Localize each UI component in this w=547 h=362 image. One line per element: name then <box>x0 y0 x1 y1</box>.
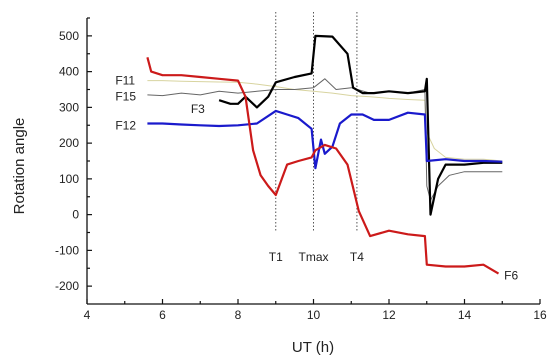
series-line-f12 <box>147 109 503 170</box>
y-tick-label: 400 <box>59 65 79 79</box>
y-tick-label: -100 <box>55 243 79 257</box>
series-label-f12: F12 <box>115 118 136 132</box>
x-axis-title: UT (h) <box>292 339 334 356</box>
x-tick-label: 6 <box>159 308 166 322</box>
time-marker-label: T4 <box>350 250 364 264</box>
series-labels: F11 F15 F3 F12 F6 <box>115 74 518 283</box>
x-tick-label: 16 <box>533 308 547 322</box>
series-label-f3: F3 <box>191 102 205 116</box>
series-label-f15: F15 <box>115 90 136 104</box>
x-tick-label: 4 <box>84 308 91 322</box>
series-label-f11: F11 <box>115 74 135 88</box>
y-tick-label: 200 <box>59 136 79 150</box>
series-line-f15 <box>147 78 503 201</box>
data-series <box>146 34 503 275</box>
x-tick-label: 10 <box>307 308 321 322</box>
series-line-f3 <box>218 34 503 216</box>
y-axis-title: Rotation angle <box>11 118 28 215</box>
y-tick-label: -200 <box>55 279 79 293</box>
axes: 4 6 8 10 12 14 16 -200 -100 0 100 200 300 400 500 <box>55 17 547 322</box>
x-tick-label: 14 <box>458 308 472 322</box>
y-tick-label: 0 <box>72 208 79 222</box>
y-tick-label: 300 <box>59 100 79 114</box>
series-line-f6 <box>146 57 500 275</box>
time-marker-label: Tmax <box>299 250 329 264</box>
y-tick-label: 100 <box>59 172 79 186</box>
x-tick-label: 12 <box>382 308 396 322</box>
series-line-f11 <box>147 80 503 162</box>
series-label-f6: F6 <box>504 268 518 282</box>
time-markers: T1 Tmax T4 <box>269 12 364 264</box>
time-marker-label: T1 <box>269 250 283 264</box>
x-tick-label: 8 <box>235 308 242 322</box>
y-tick-label: 500 <box>59 29 79 43</box>
